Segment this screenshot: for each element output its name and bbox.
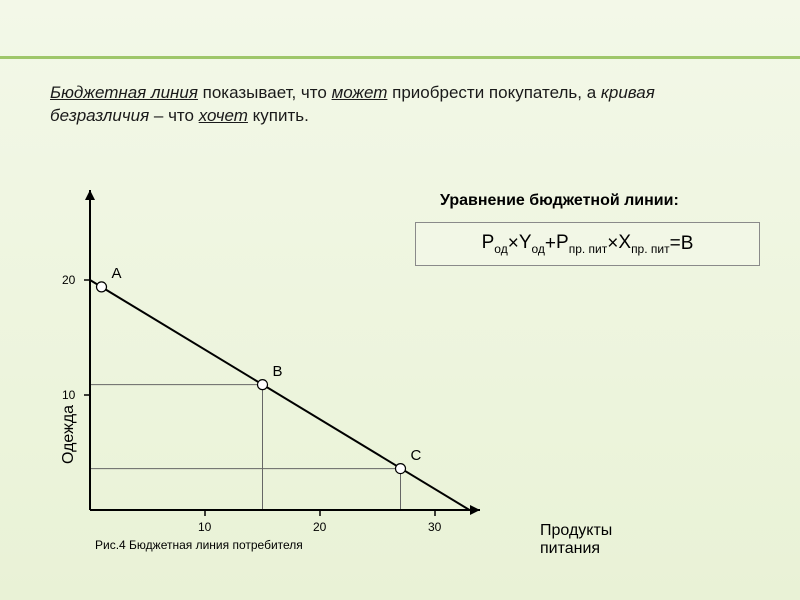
eq-times-2: × bbox=[607, 233, 618, 255]
eq-term-Ppr: Pпр. пит bbox=[556, 232, 607, 256]
point-label-C: C bbox=[411, 447, 422, 464]
eq-term-Xpr: Xпр. пит bbox=[618, 232, 669, 256]
top-rule bbox=[0, 56, 800, 59]
budget-line-chart: ОдеждаПродукты питания1020301020ABCРис.4… bbox=[40, 170, 560, 570]
point-label-B: B bbox=[273, 363, 283, 380]
eq-term-B: B bbox=[681, 233, 694, 255]
intro-seg-4: приобрести покупатель, а bbox=[387, 83, 600, 102]
y-axis-label: Одежда bbox=[60, 405, 78, 464]
point-label-A: A bbox=[112, 265, 122, 282]
x-tick-20: 20 bbox=[313, 520, 326, 534]
x-tick-30: 30 bbox=[428, 520, 441, 534]
intro-text: Бюджетная линия показывает, что может пр… bbox=[50, 82, 750, 128]
intro-seg-6: – что bbox=[149, 106, 199, 125]
x-tick-10: 10 bbox=[198, 520, 211, 534]
intro-seg-2: показывает, что bbox=[198, 83, 332, 102]
intro-seg-3: может bbox=[332, 83, 388, 102]
chart-svg bbox=[40, 170, 560, 570]
intro-seg-8: купить. bbox=[248, 106, 309, 125]
eq-eq: = bbox=[670, 233, 681, 255]
y-tick-10: 10 bbox=[62, 388, 75, 402]
figure-caption: Рис.4 Бюджетная линия потребителя bbox=[95, 538, 303, 552]
intro-seg-1: Бюджетная линия bbox=[50, 83, 198, 102]
y-tick-20: 20 bbox=[62, 273, 75, 287]
intro-seg-7: хочет bbox=[199, 106, 248, 125]
x-axis-label: Продукты питания bbox=[540, 522, 612, 558]
